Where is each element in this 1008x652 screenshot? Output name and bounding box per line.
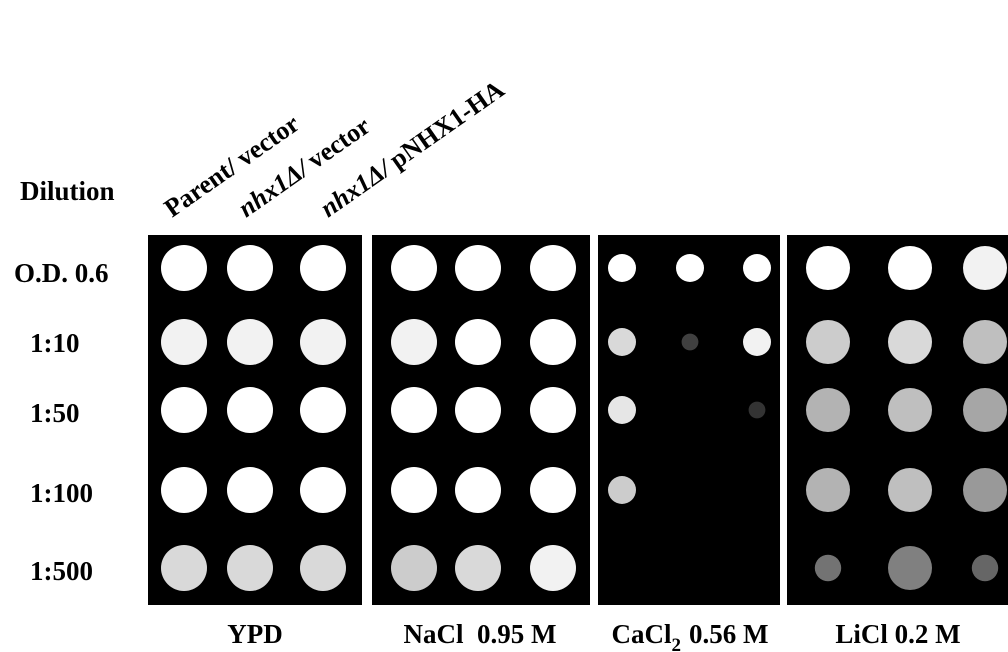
panel-label-part: 0.56 M: [689, 619, 768, 649]
colony-spot: [227, 467, 273, 513]
colony-spot: [161, 387, 207, 433]
row-label: 1:50: [30, 398, 80, 428]
colony-spot: [806, 388, 850, 432]
colony-spot: [963, 320, 1007, 364]
colony-spot: [300, 545, 346, 591]
colony-spot: [455, 387, 501, 433]
colony-spot: [888, 246, 932, 290]
colony-spot: [972, 555, 998, 581]
colony-spot: [806, 320, 850, 364]
colony-spot: [608, 328, 636, 356]
colony-spot: [963, 246, 1007, 290]
colony-spot: [391, 245, 437, 291]
colony-spot: [227, 245, 273, 291]
colony-spot: [161, 245, 207, 291]
colony-spot: [743, 254, 771, 282]
colony-spot: [455, 545, 501, 591]
colony-spot: [608, 476, 636, 504]
colony-spot: [888, 388, 932, 432]
colony-spot: [227, 319, 273, 365]
colony-spot: [161, 545, 207, 591]
colony-spot: [806, 246, 850, 290]
colony-spot: [749, 402, 766, 419]
colony-spot: [815, 555, 841, 581]
colony-spot: [455, 319, 501, 365]
colony-spot: [963, 468, 1007, 512]
colony-spot: [391, 467, 437, 513]
colony-spot: [300, 245, 346, 291]
colony-spot: [391, 387, 437, 433]
colony-spot: [806, 468, 850, 512]
colony-spot: [743, 328, 771, 356]
row-label: 1:500: [30, 556, 93, 586]
colony-spot: [391, 319, 437, 365]
colony-spot: [455, 245, 501, 291]
colony-spot: [963, 388, 1007, 432]
colony-spot: [227, 387, 273, 433]
colony-spot: [300, 387, 346, 433]
panel-label: NaCl 0.95 M: [404, 619, 557, 649]
colony-spot: [530, 319, 576, 365]
figure: Dilution Parent/ vector nhx1Δ/vector nhx…: [0, 0, 1008, 652]
colony-spot: [530, 387, 576, 433]
panel-label: LiCl 0.2 M: [835, 619, 960, 649]
colony-spot: [161, 467, 207, 513]
colony-spot: [227, 545, 273, 591]
colony-spot: [888, 546, 932, 590]
colony-spot: [530, 467, 576, 513]
colony-spot: [608, 254, 636, 282]
row-header: Dilution: [20, 176, 115, 206]
colony-spot: [161, 319, 207, 365]
colony-spot: [455, 467, 501, 513]
panel-subscript: 2: [672, 635, 682, 652]
panel-label-part: CaCl: [612, 619, 672, 649]
row-label: 1:10: [30, 328, 80, 358]
panel-label: CaCl2 0.56 M: [612, 619, 769, 652]
colony-spot: [888, 468, 932, 512]
colony-spot: [300, 319, 346, 365]
colony-spot: [888, 320, 932, 364]
row-label: O.D. 0.6: [14, 258, 109, 288]
colony-spot: [300, 467, 346, 513]
colony-spot: [530, 545, 576, 591]
row-label: 1:100: [30, 478, 93, 508]
colony-spot: [608, 396, 636, 424]
colony-spot: [530, 245, 576, 291]
colony-spot: [676, 254, 704, 282]
plates: [148, 235, 1008, 605]
panel-label: YPD: [227, 619, 283, 649]
colony-spot: [682, 334, 699, 351]
colony-spot: [391, 545, 437, 591]
